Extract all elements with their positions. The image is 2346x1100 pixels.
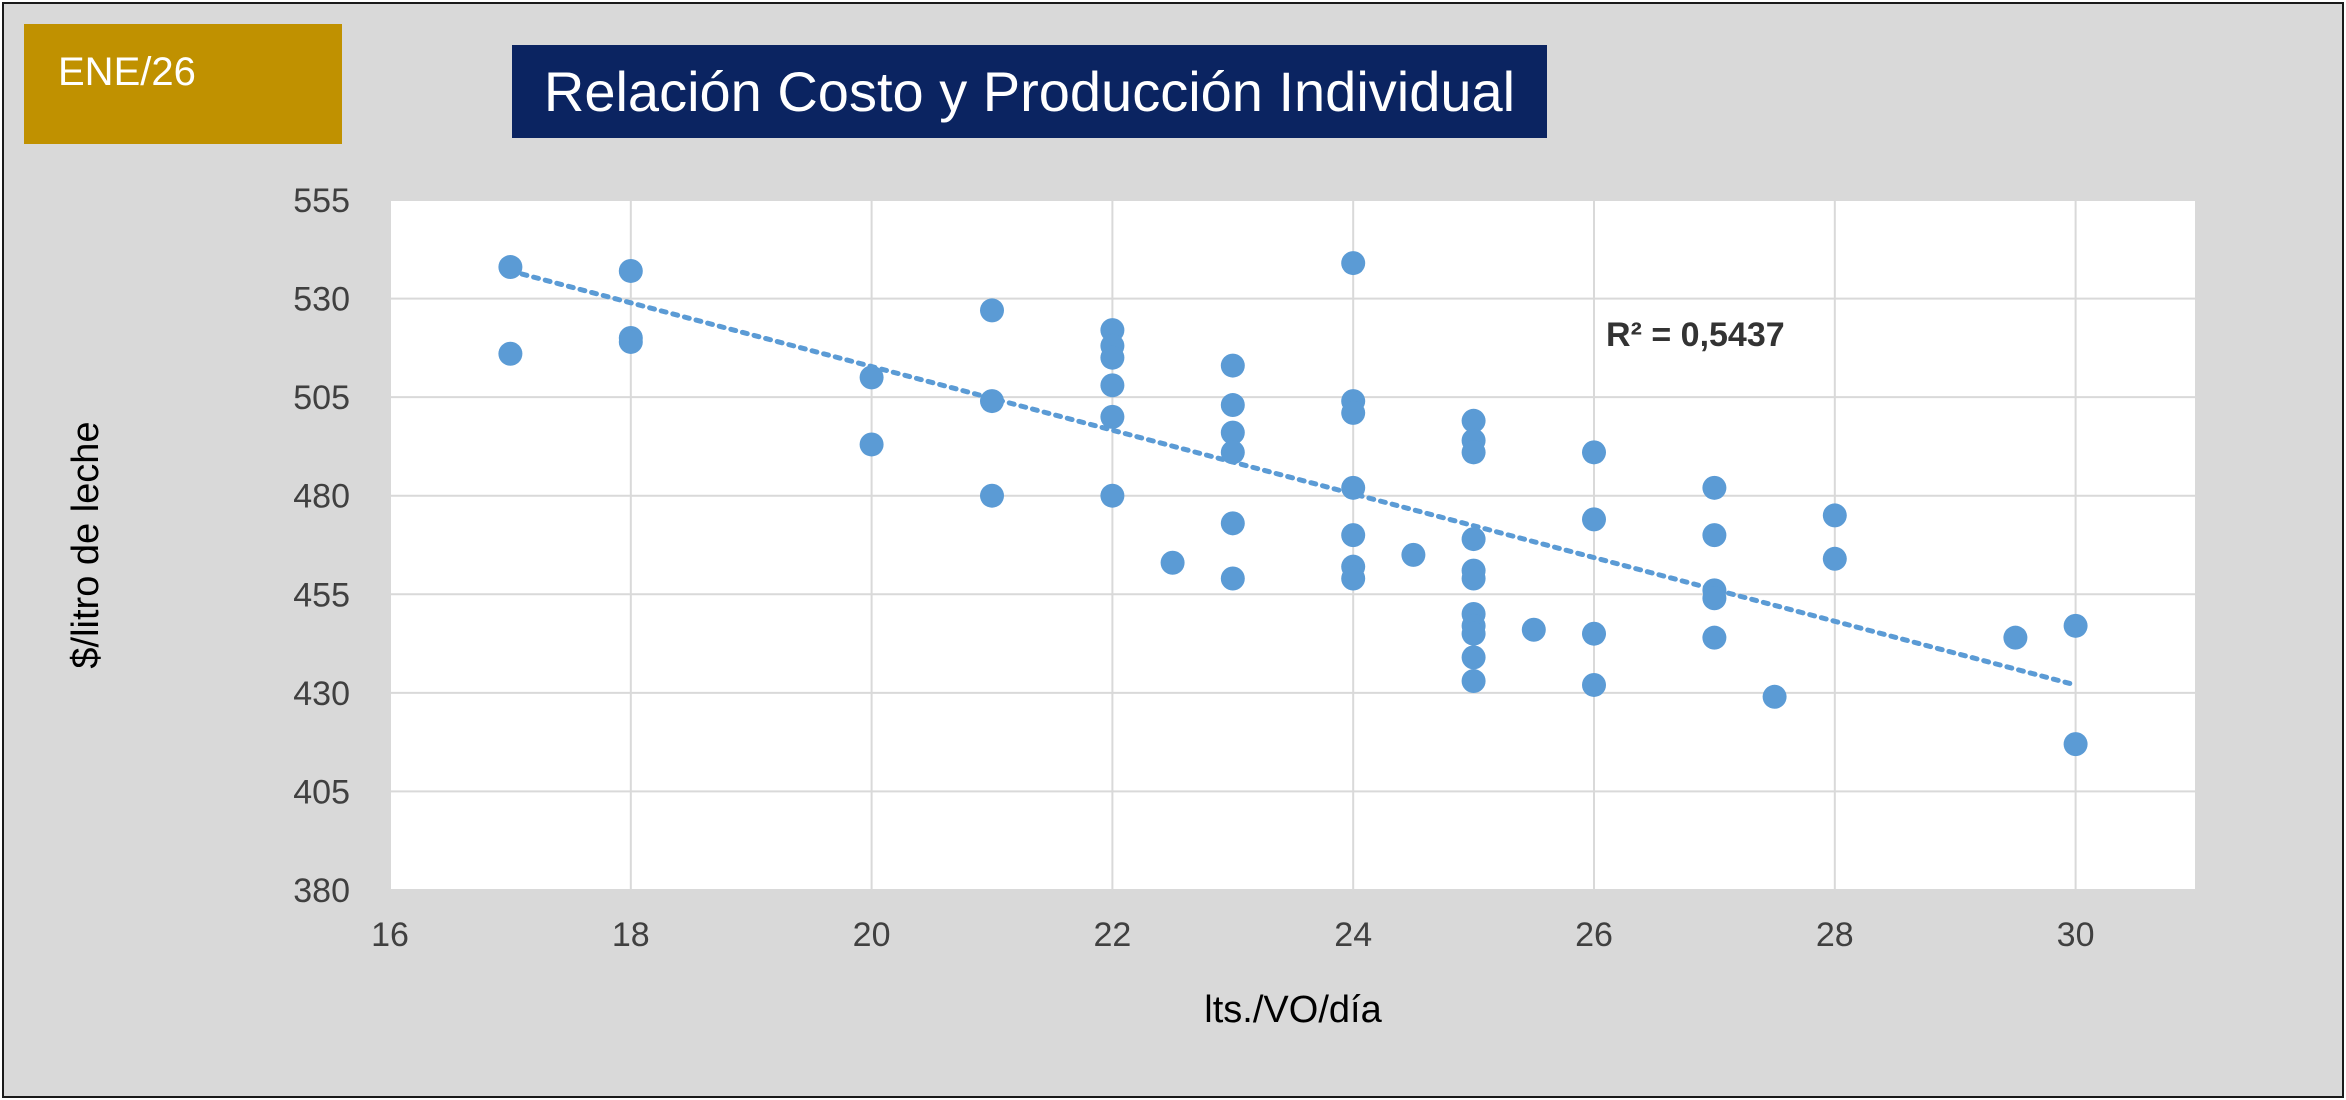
data-point	[980, 389, 1004, 414]
data-point	[1461, 645, 1486, 670]
data-point	[1702, 475, 1727, 500]
data-point	[1100, 483, 1125, 508]
y-tick-label: 455	[293, 576, 350, 614]
data-point	[1341, 251, 1366, 276]
data-point	[1461, 621, 1486, 646]
data-point	[980, 298, 1004, 323]
x-tick-label: 26	[1575, 916, 1613, 954]
data-point	[1341, 475, 1366, 500]
data-point	[1582, 672, 1606, 697]
data-point	[1100, 373, 1125, 398]
plot-area	[390, 200, 2196, 890]
data-point	[498, 341, 523, 366]
data-point	[1582, 621, 1606, 646]
y-axis-label: $/litro de leche	[65, 421, 107, 668]
data-point	[1220, 440, 1245, 465]
data-point	[1461, 669, 1486, 694]
data-point	[618, 329, 643, 354]
data-point	[1702, 625, 1727, 650]
data-point	[1341, 566, 1366, 591]
y-tick-label: 480	[293, 478, 350, 516]
data-point	[2003, 625, 2028, 650]
data-point	[1220, 420, 1245, 445]
data-point	[1461, 440, 1486, 465]
data-point	[1401, 542, 1426, 567]
data-point	[2063, 613, 2088, 638]
r-squared-annotation: R² = 0,5437	[1606, 316, 1785, 354]
data-point	[859, 365, 884, 390]
data-point	[1702, 586, 1727, 611]
x-tick-label: 28	[1816, 916, 1854, 954]
data-point	[1822, 503, 1847, 528]
data-point	[1582, 440, 1606, 465]
data-point	[859, 432, 884, 457]
data-point	[618, 258, 643, 283]
x-axis-label: lts./VO/día	[1204, 989, 1382, 1031]
data-point	[980, 483, 1004, 508]
x-tick-label: 24	[1334, 916, 1372, 954]
y-tick-label: 405	[293, 773, 350, 811]
data-point	[1521, 617, 1546, 642]
data-point	[1822, 546, 1847, 571]
data-point	[2063, 732, 2088, 757]
data-point	[1100, 345, 1125, 370]
data-point	[1461, 527, 1486, 552]
data-point	[1341, 400, 1366, 425]
x-tick-label: 16	[371, 916, 409, 954]
data-point	[1220, 353, 1245, 378]
x-tick-label: 30	[2057, 916, 2095, 954]
x-tick-label: 22	[1093, 916, 1131, 954]
y-tick-label: 505	[293, 379, 350, 417]
x-tick-label: 18	[612, 916, 650, 954]
y-tick-label: 530	[293, 281, 350, 319]
data-point	[1160, 550, 1185, 575]
y-tick-label: 430	[293, 675, 350, 713]
data-point	[498, 255, 523, 280]
data-point	[1461, 566, 1486, 591]
data-point	[1220, 393, 1245, 418]
data-point	[1220, 511, 1245, 536]
data-point	[1461, 408, 1486, 433]
chart-title-banner: Relación Costo y Producción Individual	[512, 45, 1547, 138]
data-point	[1100, 404, 1125, 429]
y-tick-label: 555	[293, 182, 350, 220]
data-point	[1220, 566, 1245, 591]
period-badge-label: ENE/26	[58, 50, 196, 94]
chart-title: Relación Costo y Producción Individual	[543, 60, 1516, 123]
x-tick-label: 20	[853, 916, 891, 954]
y-tick-label: 380	[293, 872, 350, 910]
data-point	[1702, 523, 1727, 548]
data-point	[1341, 523, 1366, 548]
data-point	[1582, 507, 1606, 532]
data-point	[1762, 684, 1787, 709]
period-badge: ENE/26	[24, 24, 342, 144]
trendline	[507, 268, 2079, 688]
